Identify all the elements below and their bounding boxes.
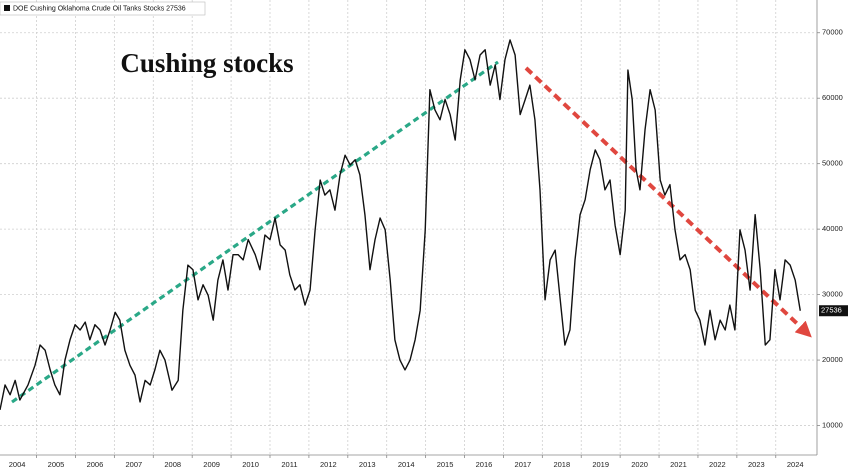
legend-label: DOE Cushing Oklahoma Crude Oil Tanks Sto… [13,5,186,12]
x-tick-label: 2011 [281,460,297,469]
x-tick-label: 2015 [437,460,454,469]
y-tick-label: 60000 [822,93,843,102]
last-value-box [819,305,848,317]
series: 27536 [0,39,848,410]
x-tick-label: 2021 [670,460,687,469]
y-tick-label: 10000 [822,421,843,430]
x-tick-label: 2014 [398,460,415,469]
legend-swatch [4,5,10,11]
annotation: Cushing stocks [120,48,293,78]
x-tick-label: 2008 [164,460,181,469]
x-tick-label: 2022 [709,460,726,469]
x-tick-label: 2012 [320,460,337,469]
ticks: 10000 20000 30000 40000 50000 60000 70000 2004 2… [9,28,843,469]
grid [0,0,817,455]
x-tick-label: 2007 [125,460,142,469]
x-tick-label: 2020 [631,460,648,469]
x-tick-label: 2005 [48,460,65,469]
legend-box [0,1,206,16]
x-tick-label: 2009 [203,460,220,469]
x-tick-label: 2004 [9,460,26,469]
x-tick-label: 2019 [592,460,609,469]
y-tick-label: 70000 [822,28,843,37]
series-line [0,39,801,410]
uptrend-arrow [11,60,499,404]
x-tick-label: 2010 [242,460,259,469]
y-tick-label: 30000 [822,290,843,299]
x-tick-label: 2024 [787,460,804,469]
last-value-label: 27536 [821,306,842,315]
x-tick-label: 2016 [476,460,493,469]
y-tick-label: 50000 [822,159,843,168]
x-tick-label: 2018 [553,460,570,469]
x-tick-label: 2017 [515,460,532,469]
x-tick-label: 2013 [359,460,376,469]
x-tick-label: 2023 [748,460,765,469]
y-tick-label: 40000 [822,224,843,233]
x-tick-label: 2006 [87,460,104,469]
y-tick-label: 20000 [822,355,843,364]
